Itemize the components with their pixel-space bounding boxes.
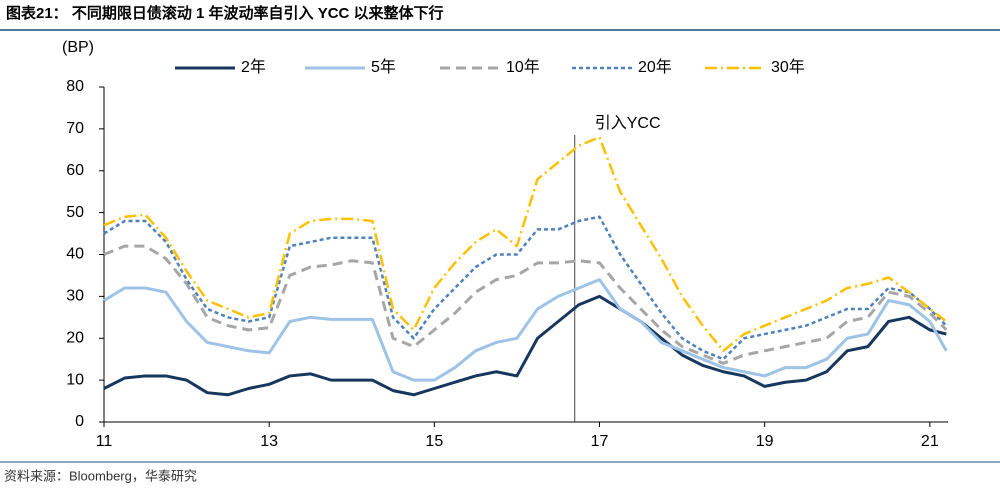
x-tick-label: 11	[96, 433, 113, 450]
y-tick-label: 40	[66, 246, 84, 263]
x-tick-label: 15	[425, 433, 443, 450]
annotation-label: 引入YCC	[595, 114, 661, 132]
series-line	[103, 244, 948, 365]
source: 资料来源：Bloomberg，华泰研究	[4, 468, 197, 483]
series-line	[103, 294, 947, 397]
y-tick-label: 20	[66, 329, 84, 346]
legend-label: 5年	[371, 58, 396, 76]
legend-label: 2年	[241, 58, 266, 76]
y-tick-label: 60	[66, 162, 84, 179]
y-tick-label: 50	[66, 204, 84, 221]
legend-label: 10年	[506, 58, 540, 76]
series-line	[103, 136, 948, 353]
x-tick-label: 13	[260, 433, 278, 450]
chart-title: 图表21： 不同期限日债滚动 1 年波动率自引入 YCC 以来整体下行	[6, 4, 444, 22]
y-tick-label: 30	[66, 288, 84, 305]
y-tick-label: 10	[66, 371, 84, 388]
legend-label: 20年	[638, 58, 672, 76]
series-line	[103, 215, 948, 361]
x-tick-label: 17	[591, 433, 609, 450]
y-tick-label: 80	[66, 78, 84, 95]
series-line	[103, 278, 948, 382]
y-tick-label: 0	[75, 413, 84, 430]
y-axis-label: (BP)	[62, 39, 94, 56]
y-tick-label: 70	[66, 120, 84, 137]
x-tick-label: 21	[921, 433, 939, 450]
x-tick-label: 19	[756, 433, 774, 450]
legend-label: 30年	[771, 58, 805, 76]
